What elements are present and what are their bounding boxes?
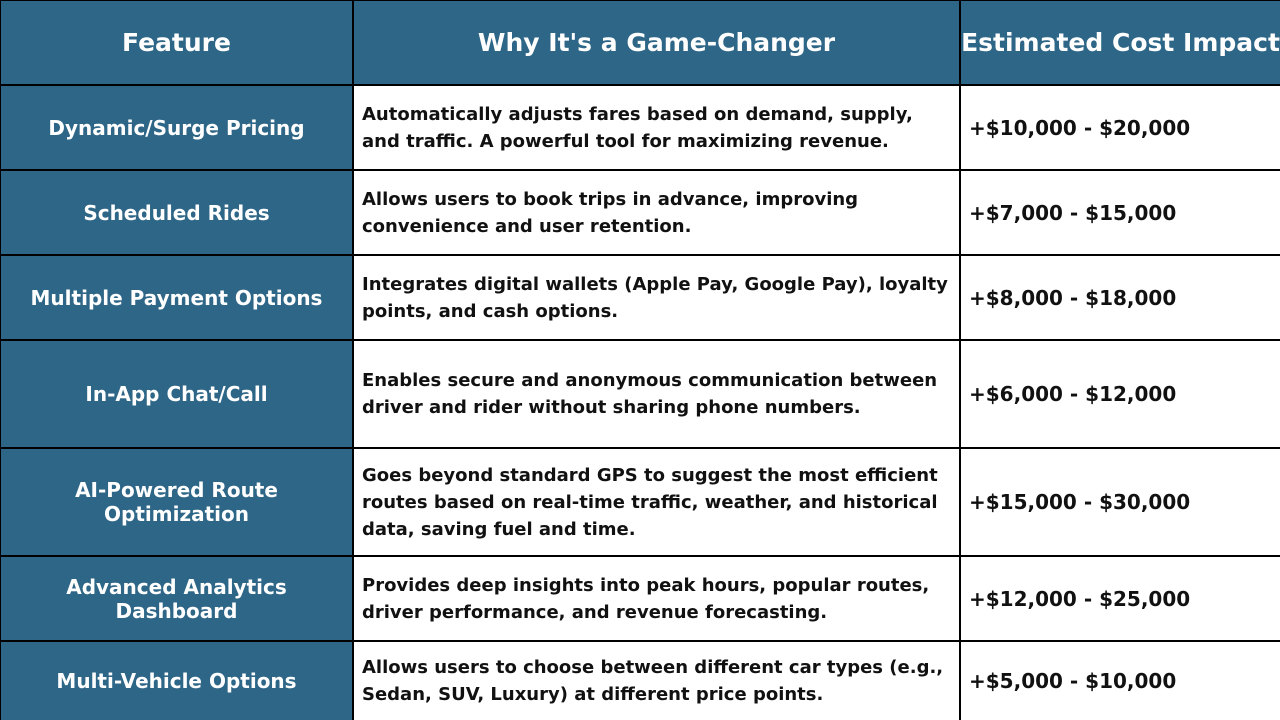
- row-feature: Dynamic/Surge Pricing: [1, 86, 352, 169]
- row-feature: Scheduled Rides: [1, 171, 352, 254]
- row-why: Automatically adjusts fares based on dem…: [354, 86, 959, 169]
- row-feature: Advanced Analytics Dashboard: [1, 557, 352, 640]
- row-why: Provides deep insights into peak hours, …: [354, 557, 959, 640]
- row-feature: Multiple Payment Options: [1, 256, 352, 339]
- row-feature: AI-Powered Route Optimization: [1, 449, 352, 555]
- header-cost: Estimated Cost Impact: [961, 1, 1280, 84]
- row-cost: +$12,000 - $25,000: [961, 557, 1280, 640]
- header-why: Why It's a Game-Changer: [354, 1, 959, 84]
- row-cost: +$10,000 - $20,000: [961, 86, 1280, 169]
- row-why: Allows users to choose between different…: [354, 642, 959, 720]
- row-why: Integrates digital wallets (Apple Pay, G…: [354, 256, 959, 339]
- row-cost: +$5,000 - $10,000: [961, 642, 1280, 720]
- row-cost: +$15,000 - $30,000: [961, 449, 1280, 555]
- row-why: Enables secure and anonymous communicati…: [354, 341, 959, 447]
- header-feature: Feature: [1, 1, 352, 84]
- row-feature: In-App Chat/Call: [1, 341, 352, 447]
- row-why: Goes beyond standard GPS to suggest the …: [354, 449, 959, 555]
- row-feature: Multi-Vehicle Options: [1, 642, 352, 720]
- row-cost: +$7,000 - $15,000: [961, 171, 1280, 254]
- row-why: Allows users to book trips in advance, i…: [354, 171, 959, 254]
- row-cost: +$8,000 - $18,000: [961, 256, 1280, 339]
- row-cost: +$6,000 - $12,000: [961, 341, 1280, 447]
